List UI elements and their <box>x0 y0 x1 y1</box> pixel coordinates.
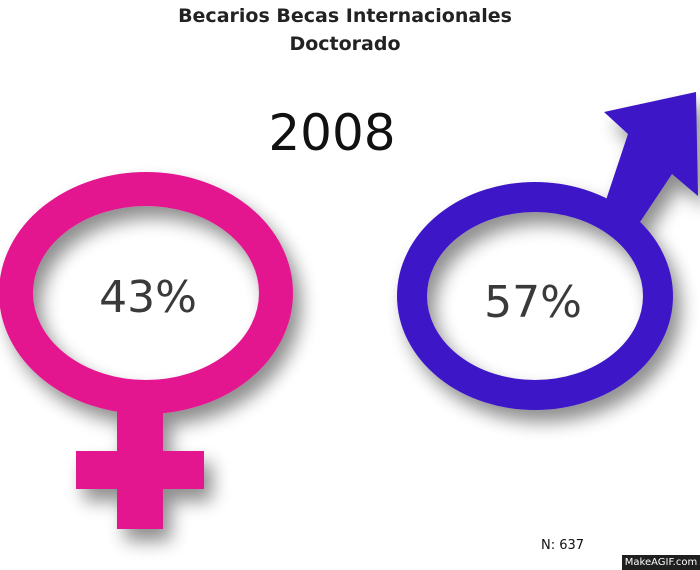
sample-size-note: N: 637 <box>541 538 585 553</box>
watermark: MakeAGIF.com <box>622 555 700 570</box>
year-label: 2008 <box>268 104 396 162</box>
female-percentage-label: 43% <box>99 272 197 323</box>
female-symbol-icon <box>0 172 293 529</box>
male-percentage-label: 57% <box>484 277 582 328</box>
chart-title: Becarios Becas Internacionales <box>178 5 512 27</box>
chart-subtitle: Doctorado <box>289 33 401 55</box>
male-symbol-icon <box>397 92 698 410</box>
